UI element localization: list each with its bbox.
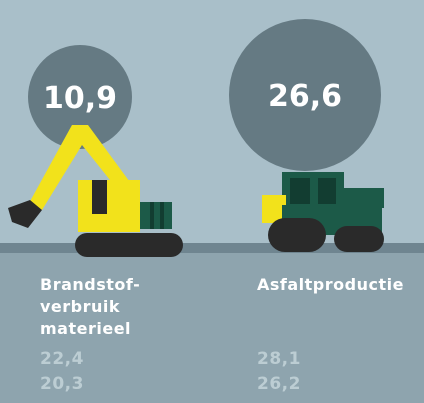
label-line: Asfaltproductie bbox=[257, 274, 404, 296]
illustration: 10,9 26,6 bbox=[0, 0, 424, 403]
bubble-value: 10,9 bbox=[43, 81, 117, 116]
figures: 28,1 26,2 bbox=[257, 347, 301, 397]
figure: 26,2 bbox=[257, 372, 301, 397]
figures: 22,4 20,3 bbox=[40, 347, 84, 397]
label-line: materieel bbox=[40, 318, 140, 340]
figure: 20,3 bbox=[40, 372, 84, 397]
label: Asfaltproductie bbox=[257, 274, 404, 296]
bubble-value: 26,6 bbox=[268, 79, 342, 114]
figure: 22,4 bbox=[40, 347, 84, 372]
label-line: Brandstof- bbox=[40, 274, 140, 296]
infographic: 10,9 26,6 Brandstof- verbruik materieel … bbox=[0, 0, 424, 403]
figure: 28,1 bbox=[257, 347, 301, 372]
label-line: verbruik bbox=[40, 296, 140, 318]
label: Brandstof- verbruik materieel bbox=[40, 274, 140, 340]
